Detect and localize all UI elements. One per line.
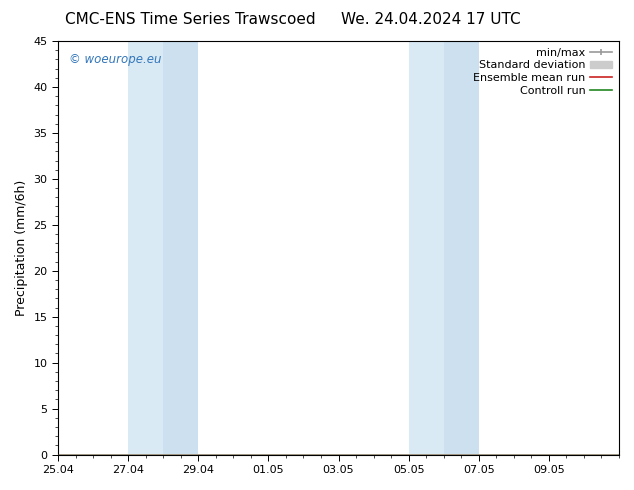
Bar [128, 41, 164, 455]
Text: We. 24.04.2024 17 UTC: We. 24.04.2024 17 UTC [341, 12, 521, 27]
Text: CMC-ENS Time Series Trawscoed: CMC-ENS Time Series Trawscoed [65, 12, 316, 27]
Text: © woeurope.eu: © woeurope.eu [69, 53, 162, 67]
Bar [164, 41, 198, 455]
Bar [444, 41, 479, 455]
Legend: min/max, Standard deviation, Ensemble mean run, Controll run: min/max, Standard deviation, Ensemble me… [469, 43, 617, 100]
Bar [409, 41, 444, 455]
Y-axis label: Precipitation (mm/6h): Precipitation (mm/6h) [15, 180, 28, 316]
